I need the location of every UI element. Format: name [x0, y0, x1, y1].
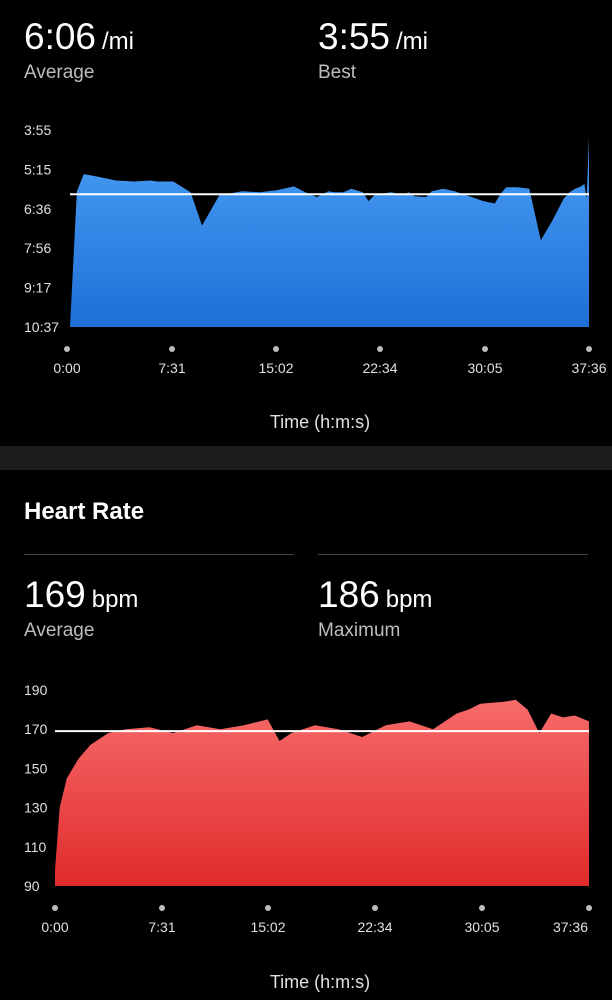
heart-rate-y-tick: 170	[24, 721, 48, 737]
heart-rate-y-tick: 150	[24, 760, 48, 776]
pace-x-tick: 22:34	[362, 360, 397, 376]
hr-maximum-unit: bpm	[385, 586, 433, 613]
pace-x-tick-dot	[169, 346, 175, 352]
heart-rate-x-tick-dot	[52, 905, 58, 911]
heart-rate-x-tick: 22:34	[357, 919, 392, 935]
pace-best-unit: /mi	[396, 28, 429, 55]
pace-x-tick-dot	[64, 346, 70, 352]
hr-maximum-value: 186	[318, 574, 380, 615]
hr-average-value: 169	[24, 574, 86, 615]
hr-average-unit: bpm	[91, 586, 139, 613]
heart-rate-y-tick: 130	[24, 800, 48, 816]
heart-rate-rule-left	[24, 554, 294, 555]
pace-x-tick: 0:00	[53, 360, 80, 376]
pace-x-tick-dot	[586, 346, 592, 352]
pace-y-tick: 7:56	[24, 240, 51, 256]
pace-x-tick-dot	[482, 346, 488, 352]
pace-y-tick: 6:36	[24, 201, 51, 217]
pace-best-value: 3:55	[318, 16, 391, 57]
heart-rate-x-axis-title: Time (h:m:s)	[270, 972, 370, 992]
heart-rate-x-tick: 37:36	[553, 919, 588, 935]
pace-best-label: Best	[318, 62, 357, 83]
pace-average-label: Average	[24, 62, 95, 83]
pace-x-tick-dot	[377, 346, 383, 352]
heart-rate-x-tick: 7:31	[148, 919, 175, 935]
pace-best-stat: 3:55/mi Best	[318, 16, 428, 84]
heart-rate-x-tick-dot	[265, 905, 271, 911]
section-divider	[0, 446, 612, 470]
heart-rate-x-tick-dot	[372, 905, 378, 911]
heart-rate-area	[55, 699, 589, 886]
pace-x-axis-title: Time (h:m:s)	[270, 412, 370, 432]
pace-x-tick-dot	[273, 346, 279, 352]
heart-rate-x-tick: 15:02	[250, 919, 285, 935]
pace-x-tick: 7:31	[158, 360, 185, 376]
hr-average-label: Average	[24, 620, 95, 641]
heart-rate-rule-right	[318, 554, 588, 555]
heart-rate-x-tick-dot	[159, 905, 165, 911]
pace-y-tick: 9:17	[24, 280, 51, 296]
pace-average-value: 6:06	[24, 16, 97, 57]
pace-area	[70, 137, 589, 327]
heart-rate-x-tick-dot	[479, 905, 485, 911]
heart-rate-x-tick: 0:00	[41, 919, 68, 935]
hr-maximum-label: Maximum	[318, 620, 401, 641]
pace-y-tick: 3:55	[24, 122, 51, 138]
heart-rate-y-tick: 190	[24, 682, 48, 698]
heart-rate-title: Heart Rate	[24, 498, 145, 525]
heart-rate-y-tick: 110	[24, 839, 47, 855]
pace-chart[interactable]: 3:55 5:15 6:36 7:56 9:17 10:37 0:00 7:31 15:02 22…	[0, 0, 612, 440]
pace-y-tick: 10:37	[24, 319, 59, 335]
heart-rate-x-tick: 30:05	[464, 919, 499, 935]
pace-x-tick: 30:05	[467, 360, 502, 376]
hr-average-stat: 169 bpm Average	[24, 574, 138, 642]
pace-x-tick: 15:02	[258, 360, 293, 376]
heart-rate-x-tick-dot	[586, 905, 592, 911]
heart-rate-y-tick: 90	[24, 878, 40, 894]
pace-y-tick: 5:15	[24, 161, 51, 177]
pace-average-stat: 6:06/mi Average	[24, 16, 134, 84]
hr-maximum-stat: 186 bpm Maximum	[318, 574, 432, 642]
pace-average-unit: /mi	[102, 28, 135, 55]
pace-x-tick: 37:36	[571, 360, 606, 376]
